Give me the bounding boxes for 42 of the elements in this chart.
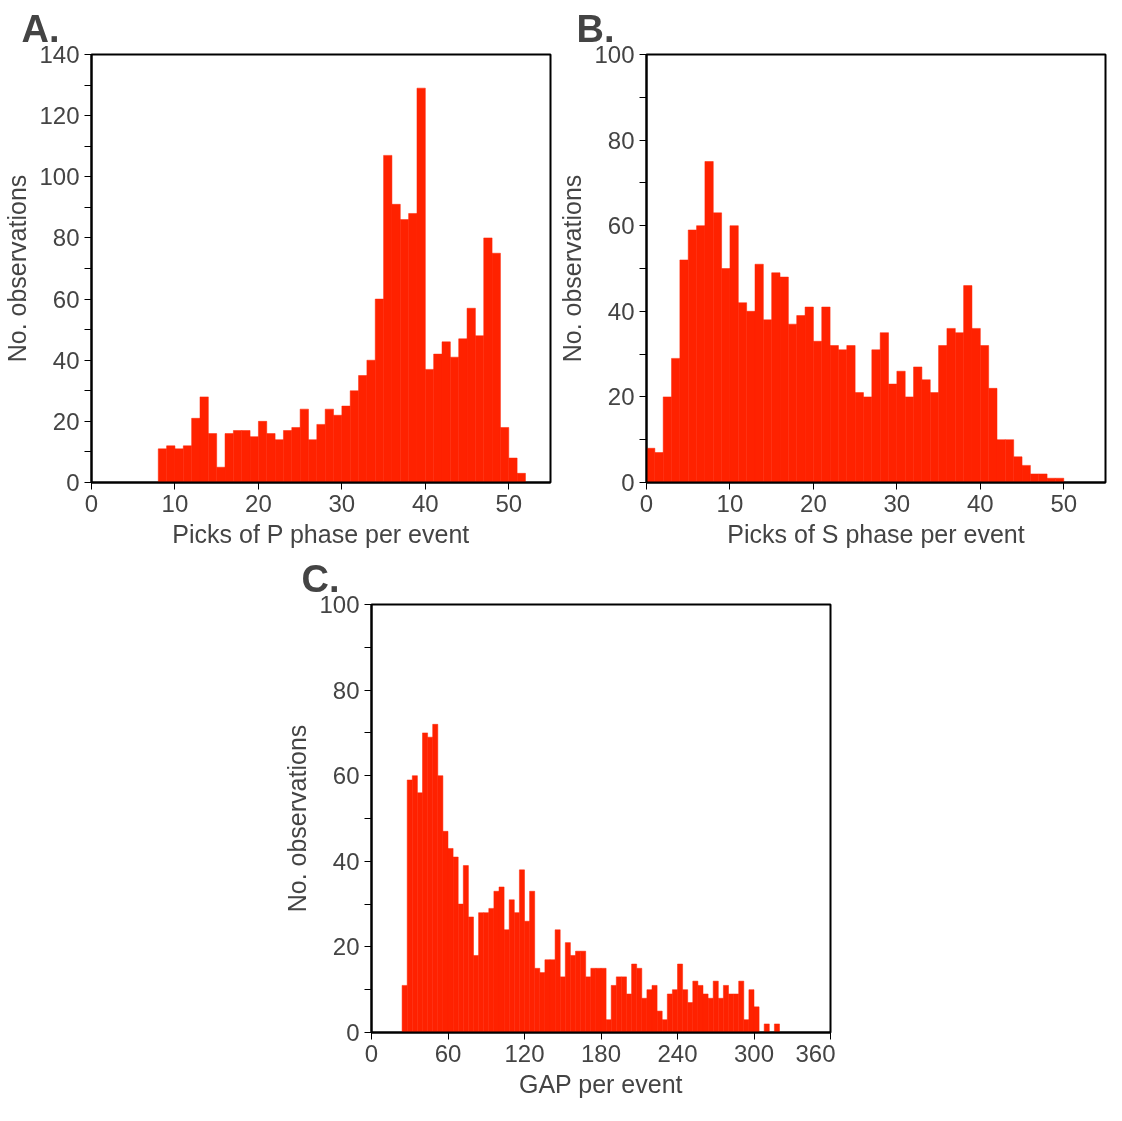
y-tick-label: 60 <box>332 762 360 790</box>
y-tick-label: 80 <box>607 126 635 154</box>
x-tick-label: 40 <box>411 489 439 517</box>
x-tick-label: 10 <box>161 489 189 517</box>
x-tick-label: 20 <box>245 489 272 517</box>
x-tick-label: 240 <box>657 1039 698 1067</box>
x-tick-label: 30 <box>328 489 356 517</box>
y-axis-title: No. observations <box>283 724 312 913</box>
y-axis-title: No. observations <box>3 174 32 363</box>
y-tick-label: 20 <box>332 933 360 961</box>
x-axis-title: Picks of S phase per event <box>727 519 1025 548</box>
x-tick-label: 300 <box>733 1039 775 1067</box>
y-tick-label: 60 <box>52 285 80 313</box>
x-tick-label: 30 <box>883 489 911 517</box>
y-tick-label: 80 <box>332 676 360 704</box>
x-tick-label: 50 <box>1050 489 1078 517</box>
x-tick-label: 120 <box>504 1039 545 1067</box>
y-tick-label: 20 <box>52 407 80 435</box>
y-axis-title: No. observations <box>558 174 587 363</box>
x-axis-title: Picks of P phase per event <box>172 519 470 548</box>
y-tick-label: 100 <box>39 163 80 191</box>
y-tick-label: 0 <box>66 469 80 496</box>
y-tick-label: 60 <box>607 212 635 240</box>
y-tick-label: 80 <box>52 224 80 252</box>
x-tick-label: 40 <box>966 489 994 517</box>
y-tick-label: 0 <box>346 1019 360 1046</box>
y-tick-label: 40 <box>607 297 635 325</box>
x-tick-label: 20 <box>800 489 827 517</box>
x-tick-label: 0 <box>364 1039 379 1067</box>
y-tick-label: 40 <box>332 847 360 875</box>
y-tick-label: 120 <box>39 102 80 130</box>
x-tick-label: 0 <box>84 489 99 517</box>
x-tick-label: 60 <box>434 1039 462 1067</box>
x-axis-title: GAP per event <box>519 1069 683 1098</box>
x-tick-label: 10 <box>716 489 744 517</box>
y-tick-label: 20 <box>607 383 635 411</box>
y-tick-label: 0 <box>621 469 635 496</box>
x-tick-label: 50 <box>495 489 523 517</box>
x-tick-label: 0 <box>639 489 654 517</box>
y-tick-label: 40 <box>52 346 80 374</box>
x-tick-label: 360 <box>795 1039 836 1067</box>
x-tick-label: 180 <box>580 1039 622 1067</box>
